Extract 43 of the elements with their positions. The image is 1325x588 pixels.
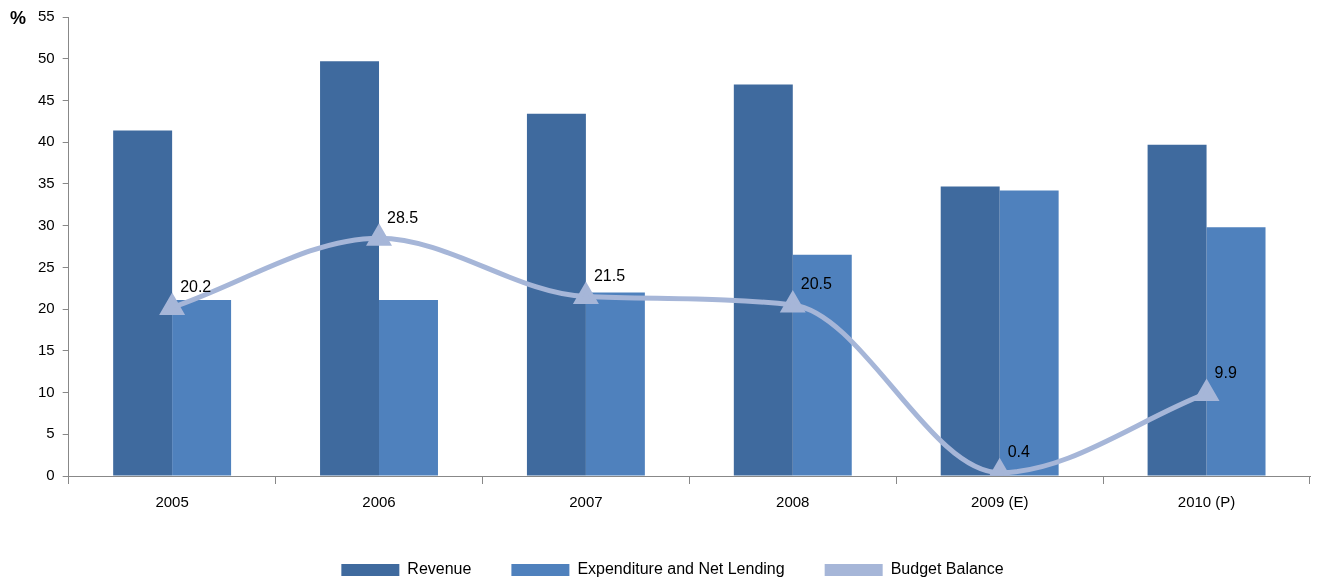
- data-label: 20.2: [180, 277, 212, 295]
- data-label: 20.5: [800, 275, 833, 293]
- x-tick-label: 2008: [776, 493, 810, 511]
- bar: [585, 292, 645, 476]
- y-tick-label: 20: [38, 299, 55, 317]
- data-label: 0.4: [1007, 443, 1031, 461]
- x-tick-label: 2006: [362, 493, 396, 511]
- bar: [1147, 144, 1207, 476]
- bar: [172, 299, 232, 476]
- legend-label: Revenue: [407, 560, 472, 578]
- y-tick-label: 10: [38, 382, 55, 400]
- y-tick-label: 55: [38, 7, 55, 25]
- point: [159, 292, 185, 315]
- y-tick-label: 45: [38, 90, 55, 108]
- bar: [1206, 227, 1266, 476]
- y-tick-label: 15: [38, 340, 55, 358]
- bar: [940, 186, 1000, 476]
- legend-label: Budget Balance: [890, 560, 1004, 578]
- bar: [999, 190, 1059, 476]
- x-tick-label: 2007: [569, 493, 603, 511]
- y-tick-label: 40: [38, 132, 55, 150]
- bar: [113, 130, 173, 476]
- point: [366, 223, 392, 246]
- y-tick-label: 30: [38, 215, 55, 233]
- x-tick-label: 2010 (P): [1177, 493, 1236, 511]
- bar: [733, 84, 793, 476]
- y-tick-label: 50: [38, 48, 55, 66]
- y-tick-label: 0: [46, 466, 55, 484]
- data-label: 21.5: [593, 266, 626, 284]
- data-label: 9.9: [1214, 363, 1237, 381]
- x-tick-label: 2005: [155, 493, 189, 511]
- y-tick-label: 5: [46, 424, 55, 442]
- data-label: 28.5: [387, 208, 419, 226]
- bar: [320, 61, 380, 476]
- y-axis-title: %: [10, 7, 27, 28]
- x-tick-label: 2009 (E): [970, 493, 1029, 511]
- bar: [792, 254, 852, 476]
- bar: [526, 113, 586, 476]
- y-tick-label: 35: [38, 174, 55, 192]
- bar: [379, 299, 438, 476]
- legend-label: Expenditure and Net Lending: [577, 560, 785, 578]
- y-tick-label: 25: [38, 257, 55, 275]
- point: [1195, 378, 1220, 401]
